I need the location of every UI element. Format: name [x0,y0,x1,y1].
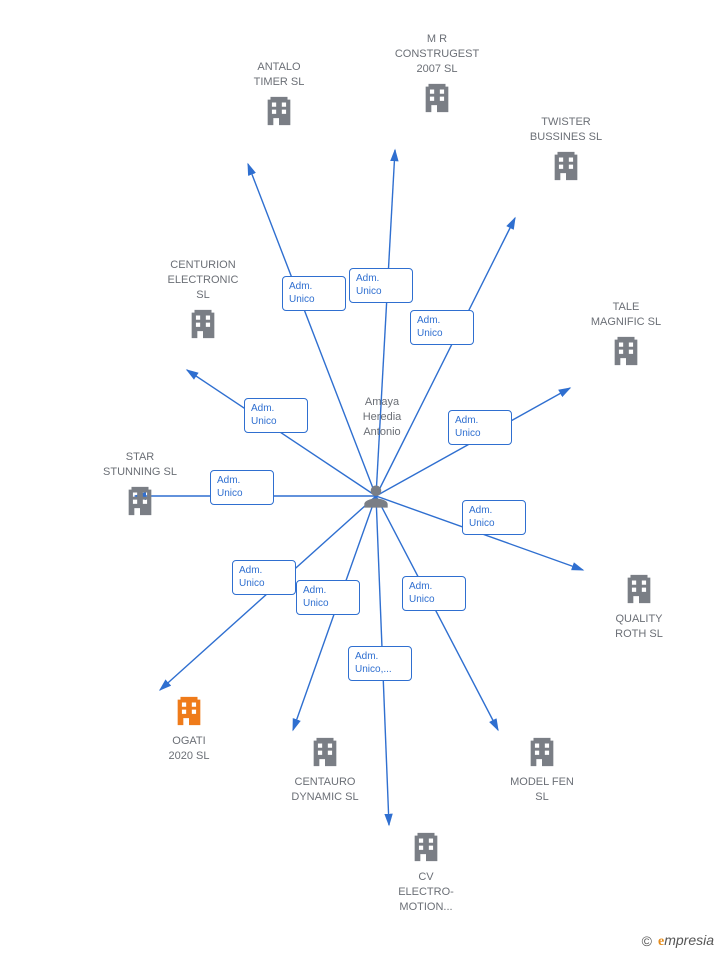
building-icon [382,81,492,115]
edge-role-label: Adm. Unico [296,580,360,615]
edge-role-label: Adm. Unico [448,410,512,445]
edge-role-label: Adm. Unico [349,268,413,303]
building-icon [371,830,481,864]
company-node: MODEL FEN SL [487,735,597,805]
company-node: ANTALO TIMER SL [224,60,334,128]
company-label: STAR STUNNING SL [85,450,195,480]
edge-role-label: Adm. Unico [282,276,346,311]
company-node: M R CONSTRUGEST 2007 SL [382,32,492,115]
company-node: TWISTER BUSSINES SL [511,115,621,183]
building-icon [571,334,681,368]
company-label: CENTAURO DYNAMIC SL [270,775,380,805]
copyright-symbol: © [642,933,652,949]
company-node: OGATI 2020 SL [134,694,244,764]
company-node: CENTAURO DYNAMIC SL [270,735,380,805]
company-node: CV ELECTRO- MOTION... [371,830,481,915]
company-label: CV ELECTRO- MOTION... [371,870,481,915]
building-icon [148,307,258,341]
building-icon [224,94,334,128]
brand-name: empresia [658,932,714,950]
edge-role-label: Adm. Unico [244,398,308,433]
edge-role-label: Adm. Unico [402,576,466,611]
person-label: Amaya Heredia Antonio [347,395,417,440]
company-label: M R CONSTRUGEST 2007 SL [382,32,492,77]
building-icon [487,735,597,769]
edge-role-label: Adm. Unico [232,560,296,595]
edge-role-label: Adm. Unico [210,470,274,505]
building-icon [270,735,380,769]
company-label: TALE MAGNIFIC SL [571,300,681,330]
company-node: QUALITY ROTH SL [584,572,694,642]
company-label: TWISTER BUSSINES SL [511,115,621,145]
company-label: CENTURION ELECTRONIC SL [148,258,258,303]
building-icon [584,572,694,606]
company-label: QUALITY ROTH SL [584,612,694,642]
edge-role-label: Adm. Unico [410,310,474,345]
company-node: CENTURION ELECTRONIC SL [148,258,258,341]
building-icon [85,484,195,518]
building-icon [511,149,621,183]
edge-role-label: Adm. Unico,... [348,646,412,681]
person-icon [362,482,390,515]
company-label: OGATI 2020 SL [134,734,244,764]
company-node: STAR STUNNING SL [85,450,195,518]
watermark: © empresia [642,932,714,950]
building-icon [134,694,244,728]
company-node: TALE MAGNIFIC SL [571,300,681,368]
company-label: MODEL FEN SL [487,775,597,805]
edge-role-label: Adm. Unico [462,500,526,535]
company-label: ANTALO TIMER SL [224,60,334,90]
